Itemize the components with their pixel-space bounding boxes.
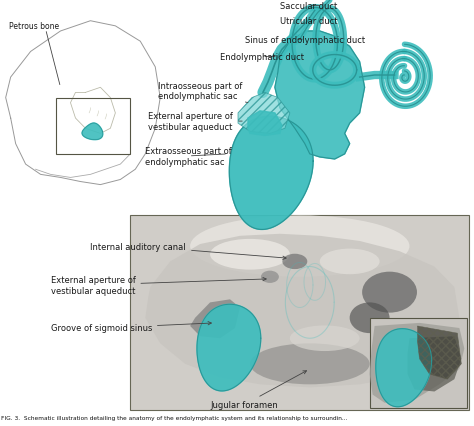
Polygon shape <box>408 337 461 391</box>
Polygon shape <box>238 93 290 134</box>
Ellipse shape <box>261 271 279 283</box>
Text: Petrous bone: Petrous bone <box>9 22 59 31</box>
Text: Jugular foramen: Jugular foramen <box>210 371 307 409</box>
Text: External aperture of
vestibular aqueduct: External aperture of vestibular aqueduct <box>148 112 242 132</box>
Polygon shape <box>370 323 465 403</box>
Polygon shape <box>145 234 459 388</box>
Ellipse shape <box>190 216 410 277</box>
Text: Sinus of endolymphatic duct: Sinus of endolymphatic duct <box>245 36 365 45</box>
Ellipse shape <box>362 272 417 313</box>
Ellipse shape <box>210 239 290 270</box>
Ellipse shape <box>350 303 390 333</box>
Polygon shape <box>82 124 103 140</box>
Text: Extraosseous part of
endolymphatic sac: Extraosseous part of endolymphatic sac <box>145 147 232 166</box>
Polygon shape <box>229 117 313 230</box>
Text: Utricular duct: Utricular duct <box>280 17 337 26</box>
Ellipse shape <box>283 254 307 270</box>
Bar <box>130 216 469 410</box>
Text: Intraosseous part of
endolymphatic sac: Intraosseous part of endolymphatic sac <box>158 81 248 104</box>
Text: Internal auditory canal: Internal auditory canal <box>91 242 286 260</box>
Text: External aperture of
vestibular aqueduct: External aperture of vestibular aqueduct <box>51 276 266 295</box>
Text: Saccular duct: Saccular duct <box>280 2 337 11</box>
Ellipse shape <box>320 249 380 275</box>
Polygon shape <box>248 112 282 136</box>
Text: Endolymphatic duct: Endolymphatic duct <box>220 53 304 62</box>
Text: Groove of sigmoid sinus: Groove of sigmoid sinus <box>51 322 211 333</box>
Bar <box>370 318 467 408</box>
Polygon shape <box>197 305 261 391</box>
Polygon shape <box>190 299 240 338</box>
Ellipse shape <box>250 343 370 384</box>
Ellipse shape <box>290 325 360 351</box>
Polygon shape <box>275 32 365 160</box>
Polygon shape <box>376 329 432 407</box>
Bar <box>55 98 130 155</box>
Polygon shape <box>418 326 461 379</box>
Text: FIG. 3.  Schematic illustration detailing the anatomy of the endolymphatic syste: FIG. 3. Schematic illustration detailing… <box>0 415 347 420</box>
